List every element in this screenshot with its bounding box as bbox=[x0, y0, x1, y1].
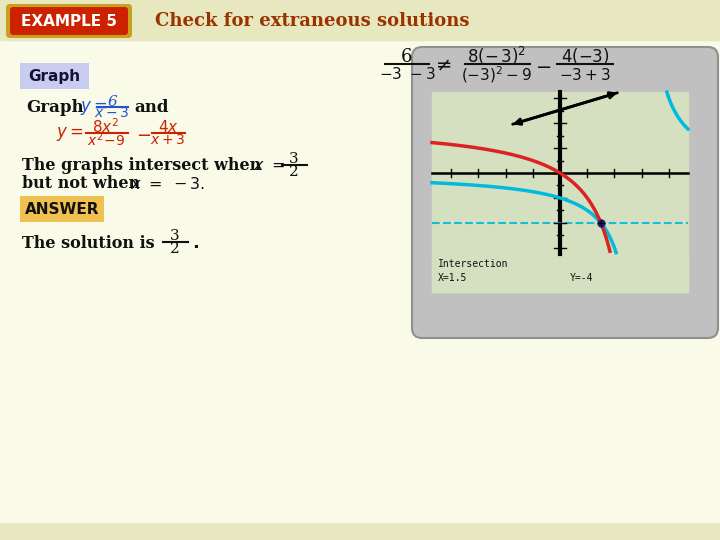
Text: Graph: Graph bbox=[26, 99, 84, 117]
Text: 6: 6 bbox=[107, 95, 117, 109]
Text: but not when: but not when bbox=[22, 176, 140, 192]
FancyBboxPatch shape bbox=[412, 47, 718, 338]
Bar bbox=[432, 92, 688, 292]
FancyBboxPatch shape bbox=[20, 63, 89, 89]
Text: and: and bbox=[134, 99, 168, 117]
Text: .: . bbox=[192, 234, 199, 252]
Text: 3: 3 bbox=[170, 229, 180, 243]
Text: $8x^2$: $8x^2$ bbox=[92, 118, 120, 137]
Text: $\it{x}\ =$: $\it{x}\ =$ bbox=[253, 159, 285, 173]
Text: $-3+3$: $-3+3$ bbox=[559, 67, 611, 83]
Text: 3: 3 bbox=[289, 152, 299, 166]
Text: $\it{x}\ =\ -3.$: $\it{x}\ =\ -3.$ bbox=[130, 176, 205, 192]
Text: The graphs intersect when: The graphs intersect when bbox=[22, 158, 261, 174]
FancyBboxPatch shape bbox=[10, 7, 128, 35]
Text: 6: 6 bbox=[401, 48, 413, 66]
Text: Y=-4: Y=-4 bbox=[570, 273, 593, 283]
Bar bbox=[0, 525, 720, 540]
Text: $4(-3)$: $4(-3)$ bbox=[561, 46, 609, 66]
Text: $4x$: $4x$ bbox=[158, 119, 179, 135]
Text: 2: 2 bbox=[289, 165, 299, 179]
Text: X=1.5: X=1.5 bbox=[438, 273, 467, 283]
Text: $-$: $-$ bbox=[535, 56, 551, 75]
Text: $x+3$: $x+3$ bbox=[150, 133, 186, 147]
FancyBboxPatch shape bbox=[20, 196, 104, 222]
FancyBboxPatch shape bbox=[6, 4, 132, 38]
Text: $-$: $-$ bbox=[136, 125, 151, 143]
Text: $x - 3$: $x - 3$ bbox=[94, 106, 130, 120]
Text: $x^2\!-\!9$: $x^2\!-\!9$ bbox=[87, 131, 125, 149]
Text: $(-3)^2-9$: $(-3)^2-9$ bbox=[462, 65, 533, 85]
Text: EXAMPLE 5: EXAMPLE 5 bbox=[21, 14, 117, 29]
Text: $8(-\,3)^2$: $8(-\,3)^2$ bbox=[467, 45, 526, 67]
Text: Check for extraneous solutions: Check for extraneous solutions bbox=[155, 12, 469, 30]
Text: Graph: Graph bbox=[28, 69, 80, 84]
Text: $\it{y}=$: $\it{y}=$ bbox=[80, 99, 107, 117]
Text: $\it{y}=$: $\it{y}=$ bbox=[56, 125, 84, 143]
Text: Intersection: Intersection bbox=[438, 259, 508, 269]
Text: ANSWER: ANSWER bbox=[24, 201, 99, 217]
Text: 2: 2 bbox=[170, 242, 180, 256]
Text: $-3\ -3$: $-3\ -3$ bbox=[379, 66, 436, 82]
Bar bbox=[432, 254, 688, 292]
Bar bbox=[432, 92, 688, 292]
Text: $\neq$: $\neq$ bbox=[432, 56, 452, 75]
Bar bbox=[0, 0, 720, 40]
Text: The solution is: The solution is bbox=[22, 234, 155, 252]
